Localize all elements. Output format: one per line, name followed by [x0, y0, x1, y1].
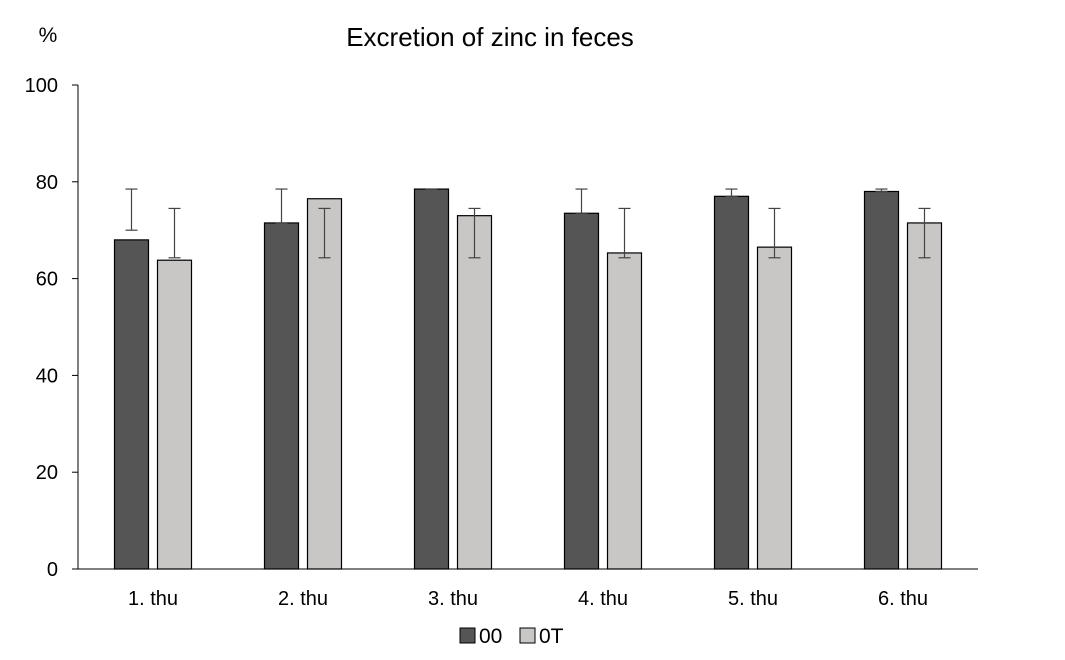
x-tick-label: 2. thu	[278, 588, 328, 610]
x-tick-label: 5. thu	[728, 588, 778, 610]
bar-00-1	[113, 239, 150, 570]
y-tick-label: 40	[36, 365, 58, 387]
y-tick-label: 60	[36, 269, 58, 291]
y-tick-label: 100	[25, 75, 58, 97]
legend: 00 0T	[459, 625, 564, 648]
legend-label-0T: 0T	[539, 625, 564, 648]
y-tick-label: 20	[36, 462, 58, 484]
legend-swatch-00	[459, 627, 476, 644]
bar-00-6	[863, 190, 900, 570]
y-tick-label: 80	[36, 172, 58, 194]
bar-0T-3	[456, 215, 493, 570]
bar-00-5	[713, 195, 750, 570]
x-tick-label: 1. thu	[128, 588, 178, 610]
bar-00-2	[263, 222, 300, 570]
bar-0T-5	[756, 246, 793, 570]
bar-0T-4	[606, 252, 643, 570]
bars	[113, 188, 943, 570]
chart-title: Excretion of zinc in feces	[346, 22, 634, 52]
y-axis-ticks: 0 20 40 60 80 100	[25, 75, 78, 581]
bar-00-3	[413, 188, 450, 570]
x-tick-label: 4. thu	[578, 588, 628, 610]
y-axis-label: %	[39, 24, 58, 47]
x-axis-ticks: 1. thu 2. thu 3. thu 4. thu 5. thu 6. thu	[128, 588, 928, 610]
bar-0T-1	[156, 259, 193, 570]
y-tick-label: 0	[47, 559, 58, 581]
bar-0T-6	[906, 222, 943, 570]
legend-swatch-0T	[519, 627, 536, 644]
error-bars	[125, 188, 931, 259]
x-tick-label: 3. thu	[428, 588, 478, 610]
bar-00-4	[563, 212, 600, 570]
legend-label-00: 00	[479, 625, 502, 648]
x-tick-label: 6. thu	[878, 588, 928, 610]
